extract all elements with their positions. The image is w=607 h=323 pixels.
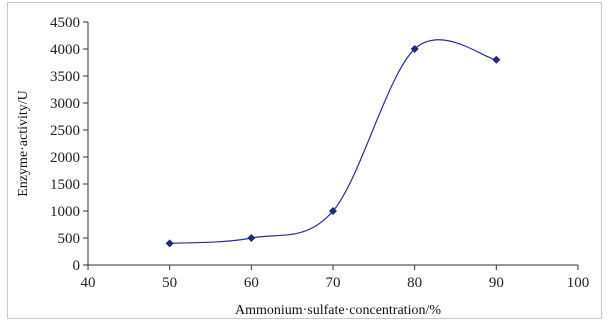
x-tick-label: 60 (244, 275, 259, 291)
data-point-marker (410, 45, 419, 53)
data-point-marker (247, 234, 256, 242)
y-tick-label: 2500 (50, 123, 80, 139)
data-markers (165, 45, 501, 248)
x-tick-label: 100 (567, 275, 590, 291)
x-tick-label: 40 (81, 275, 96, 291)
data-point-marker (492, 55, 501, 64)
x-axis-title: Ammonium·sulfate·concentration/% (235, 303, 441, 318)
y-tick-label: 4000 (50, 42, 80, 58)
x-tick-label: 80 (407, 275, 422, 291)
y-tick-label: 3000 (50, 96, 80, 112)
y-axis-title: Enzyme·activity/U (16, 90, 31, 197)
x-tick-label: 50 (162, 275, 177, 291)
data-point-marker (329, 207, 337, 215)
y-tick-label: 1500 (50, 177, 80, 193)
y-tick-label: 500 (58, 231, 81, 247)
y-tick-label: 4500 (50, 15, 80, 31)
y-tick-label: 2000 (50, 150, 80, 166)
chart-frame (7, 2, 602, 319)
x-tick-label: 70 (326, 275, 341, 291)
axes (87, 22, 578, 266)
ticks: 0 500 1000 1500 2000 2500 3000 3500 4000 4500 40 50… (50, 15, 589, 291)
activity-curve (169, 39, 497, 244)
x-tick-label: 90 (489, 275, 504, 291)
y-tick-label: 3500 (50, 69, 80, 85)
y-tick-label: 1000 (50, 204, 80, 220)
data-point-marker (165, 239, 174, 248)
y-tick-label: 0 (73, 258, 81, 274)
